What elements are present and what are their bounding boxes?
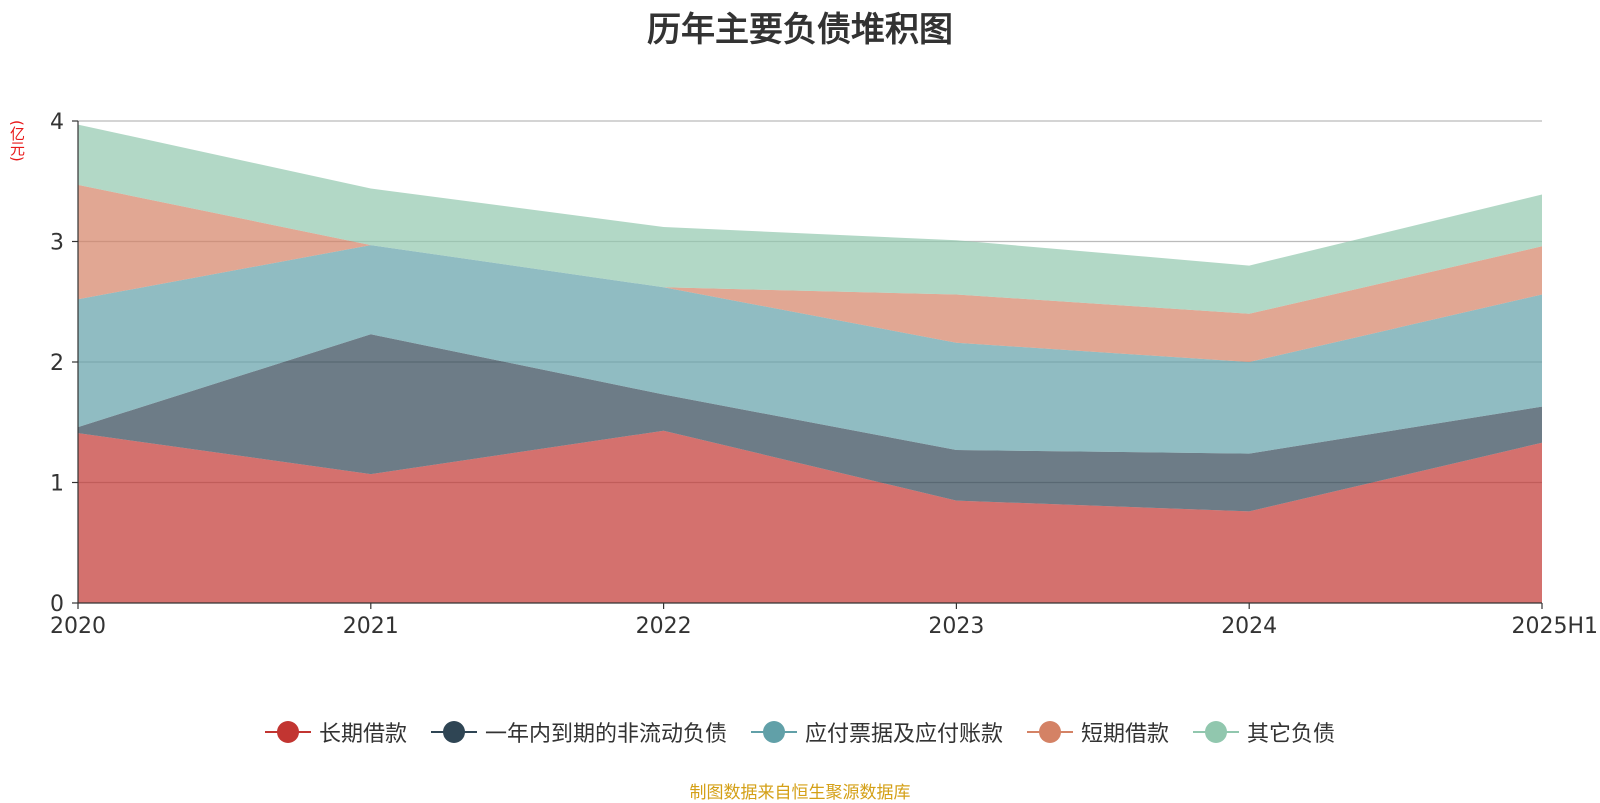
legend-marker-icon <box>1027 719 1073 745</box>
legend-marker-icon <box>264 719 311 745</box>
legend: 长期借款 一年内到期的非流动负债 应付票据及应付账款 短期借款 其它负债 <box>0 716 1600 748</box>
y-tick-label: 0 <box>50 592 64 617</box>
area-series <box>78 124 1542 603</box>
x-tick-label: 2023 <box>928 614 984 639</box>
data-source-note: 制图数据来自恒生聚源数据库 <box>689 783 911 803</box>
x-tick-label: 2020 <box>50 614 106 639</box>
legend-item[interactable]: 长期借款 <box>264 716 407 748</box>
legend-marker-icon <box>430 719 477 745</box>
legend-marker-icon <box>750 719 797 745</box>
legend-item[interactable]: 其它负债 <box>1193 716 1335 748</box>
legend-item[interactable]: 短期借款 <box>1027 716 1169 748</box>
legend-item[interactable]: 一年内到期的非流动负债 <box>430 716 727 748</box>
axes: 0 1 2 3 4 2020 2021 2022 2023 2024 2025H1 <box>50 110 1598 639</box>
legend-item[interactable]: 应付票据及应付账款 <box>750 716 1003 748</box>
chart-title: 历年主要负债堆积图 <box>647 10 953 50</box>
area-series-5 <box>78 124 1542 314</box>
area-series-2 <box>78 334 1542 512</box>
y-axis-unit-label: (亿元) <box>8 120 26 162</box>
area-series-4 <box>78 184 1542 362</box>
x-tick-label: 2022 <box>636 614 692 639</box>
legend-label: 短期借款 <box>1081 722 1170 747</box>
legend-label: 长期借款 <box>318 722 407 747</box>
x-tick-label: 2021 <box>343 614 399 639</box>
legend-label: 其它负债 <box>1247 722 1336 747</box>
x-tick-label: 2024 <box>1221 614 1277 639</box>
y-tick-label: 3 <box>50 231 64 256</box>
y-tick-label: 4 <box>50 110 64 135</box>
legend-label: 应付票据及应付账款 <box>804 722 1003 747</box>
y-tick-label: 2 <box>50 351 64 376</box>
x-tick-label: 2025H1 <box>1511 614 1598 639</box>
chart-plot: 0 1 2 3 4 2020 2021 2022 2023 2024 2025H1 <box>50 110 1598 639</box>
legend-marker-icon <box>1193 719 1240 745</box>
y-tick-label: 1 <box>50 472 64 497</box>
legend-label: 一年内到期的非流动负债 <box>484 722 727 747</box>
area-series-1 <box>78 430 1542 603</box>
area-series-3 <box>78 245 1542 454</box>
